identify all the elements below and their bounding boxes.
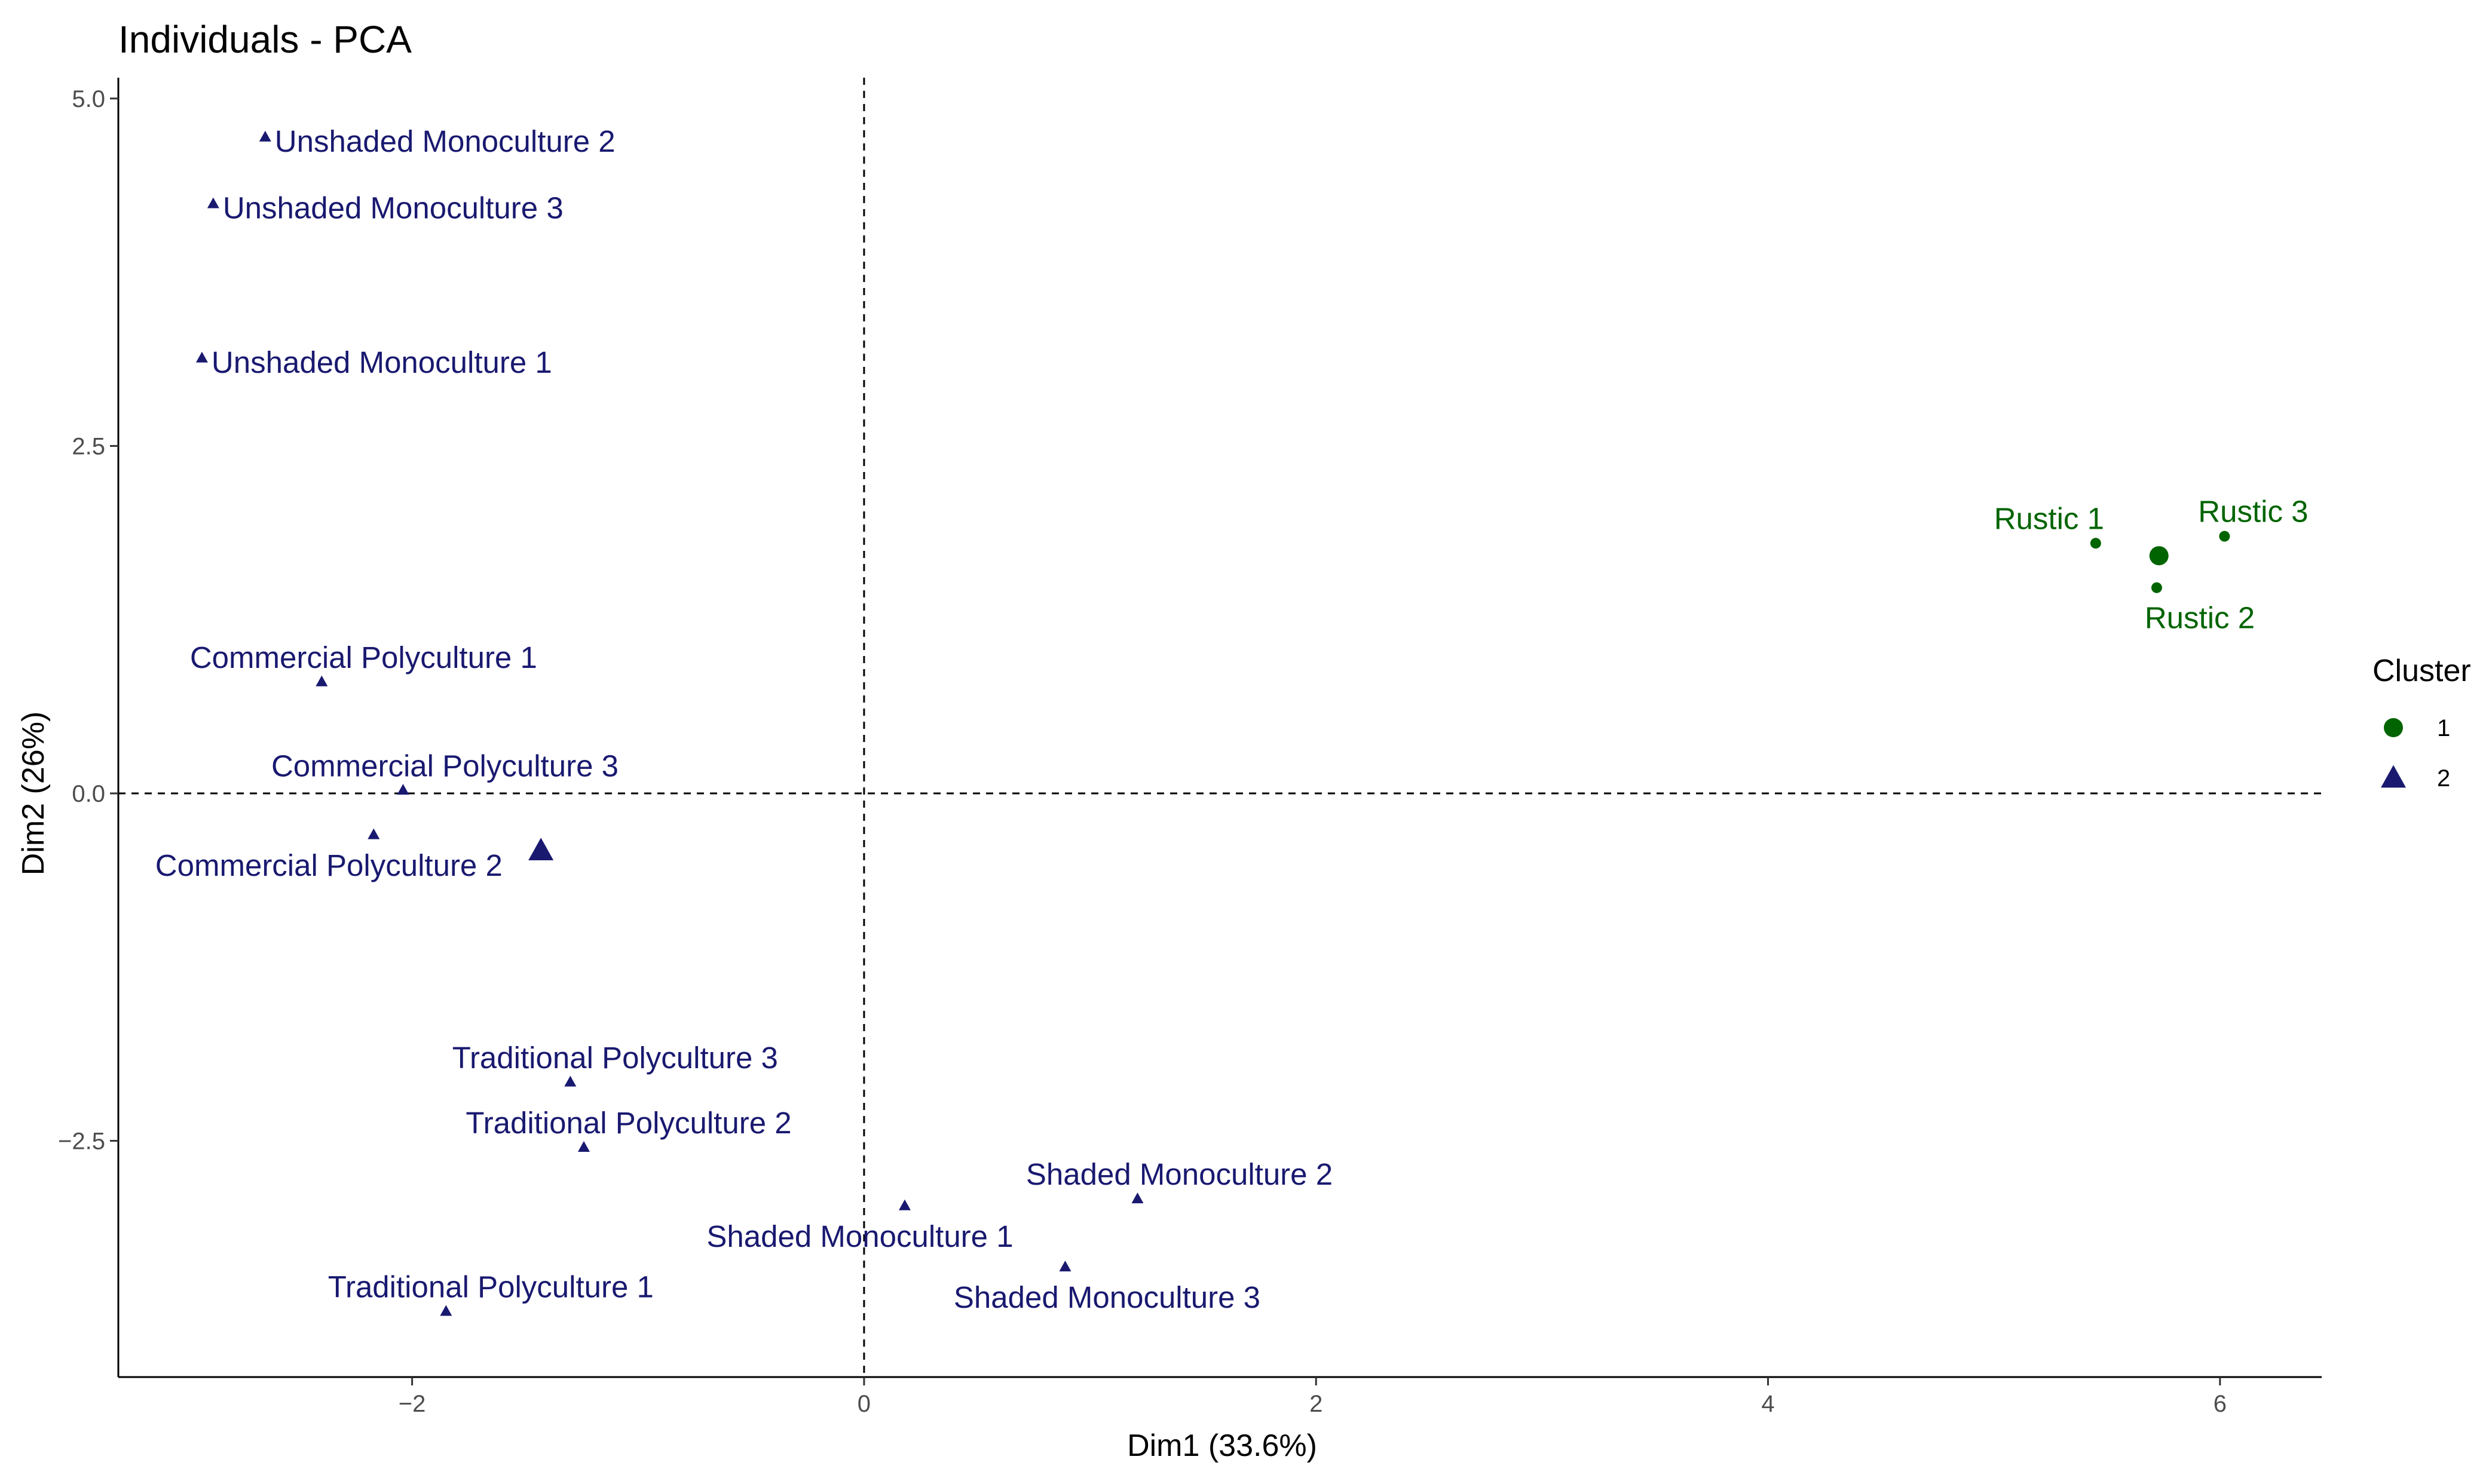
cluster-2-centroid: [528, 838, 554, 861]
cluster-2-point: [195, 351, 208, 363]
cluster-2-point: [397, 784, 409, 795]
cluster-2-point: [207, 197, 219, 209]
x-tick-label: 6: [2214, 1391, 2227, 1417]
legend-label: 1: [2437, 715, 2450, 741]
y-tick-label: 0.0: [72, 781, 105, 807]
point-label: Traditional Polyculture 2: [466, 1106, 791, 1140]
reference-lines: [118, 78, 2322, 1377]
cluster-2-point: [577, 1141, 590, 1152]
point-label: Traditional Polyculture 1: [328, 1270, 654, 1304]
point-label: Commercial Polyculture 2: [155, 848, 503, 882]
point-label: Rustic 2: [2145, 601, 2255, 635]
legend-circle-icon: [2384, 718, 2403, 737]
data-points: [195, 130, 2230, 1316]
point-label: Unshaded Monoculture 1: [212, 345, 552, 379]
y-axis-title: Dim2 (26%): [16, 712, 51, 876]
x-axis-title: Dim1 (33.6%): [1127, 1428, 1317, 1463]
x-tick-label: 4: [1761, 1391, 1774, 1417]
point-label: Rustic 3: [2198, 495, 2308, 529]
y-tick-label: −2.5: [58, 1129, 105, 1155]
cluster-1-point: [2219, 531, 2230, 542]
y-tick-label: 2.5: [72, 433, 105, 459]
axes: −2 0 2 4 6 −2.5 0.0 2.5 5.0: [58, 78, 2322, 1417]
point-label: Commercial Polyculture 1: [190, 640, 537, 674]
point-label: Traditional Polyculture 3: [452, 1041, 778, 1075]
point-label: Shaded Monoculture 1: [706, 1219, 1013, 1253]
cluster-2-point: [564, 1075, 577, 1087]
point-label: Shaded Monoculture 2: [1026, 1157, 1333, 1191]
legend-label: 2: [2437, 765, 2450, 792]
chart-title: Individuals - PCA: [118, 18, 412, 61]
point-label: Commercial Polyculture 3: [271, 749, 619, 783]
cluster-1-point: [2151, 582, 2162, 593]
point-label: Shaded Monoculture 3: [954, 1280, 1260, 1314]
cluster-2-point: [368, 828, 380, 839]
cluster-1-point: [2090, 538, 2101, 549]
cluster-2-point: [1131, 1192, 1144, 1204]
legend-triangle-icon: [2381, 765, 2406, 788]
cluster-2-point: [898, 1199, 911, 1210]
point-label: Unshaded Monoculture 3: [223, 191, 564, 225]
point-labels: Rustic 1 Rustic 2 Rustic 3 Unshaded Monocul…: [155, 124, 2309, 1314]
x-tick-label: 0: [858, 1391, 871, 1417]
y-tick-label: 5.0: [72, 86, 105, 112]
cluster-2-point: [316, 675, 328, 686]
cluster-2-point: [259, 130, 271, 142]
legend-title: Cluster: [2372, 654, 2471, 688]
x-tick-label: −2: [399, 1391, 426, 1417]
cluster-1-centroid: [2149, 546, 2169, 566]
point-label: Unshaded Monoculture 2: [275, 124, 616, 158]
cluster-2-point: [440, 1305, 452, 1316]
x-tick-label: 2: [1309, 1391, 1322, 1417]
legend: Cluster 1 2: [2372, 654, 2471, 792]
cluster-2-point: [1059, 1261, 1072, 1272]
point-label: Rustic 1: [1994, 501, 2104, 535]
